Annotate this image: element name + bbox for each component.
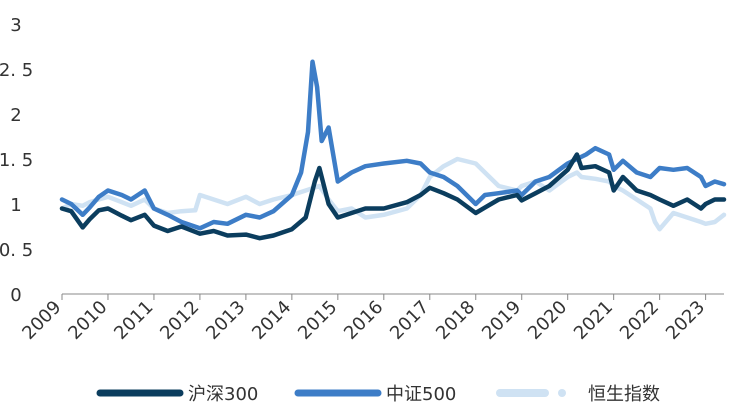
x-tick-label: 2016	[340, 297, 387, 344]
x-tick-label: 2020	[524, 297, 571, 344]
x-tick-label: 2013	[202, 297, 249, 344]
y-tick-label: 1. 5	[0, 150, 33, 171]
legend: 沪深300 中证500 恒生指数	[96, 384, 660, 405]
x-tick-label: 2017	[386, 297, 433, 344]
x-tick-label: 2011	[110, 297, 157, 344]
y-tick-label: 0. 5	[0, 240, 33, 261]
y-tick-label: 2. 5	[0, 60, 33, 81]
y-tick-label: 3	[10, 15, 21, 36]
x-tick-label: 2014	[248, 297, 295, 344]
x-axis-ticks: 2009201020112012201320142015201620172018…	[18, 294, 709, 344]
x-tick-label: 2019	[478, 297, 525, 344]
x-tick-label: 2012	[156, 297, 203, 344]
series-line-1	[59, 59, 727, 231]
x-tick-label: 2018	[432, 297, 479, 344]
x-tick-label: 2010	[64, 297, 111, 344]
legend-label: 恒生指数	[588, 384, 660, 405]
y-tick-label: 0	[10, 285, 21, 306]
x-tick-label: 2023	[662, 297, 709, 344]
y-axis-ticks: 0 0. 5 1 1. 5 2 2. 5 3	[0, 15, 33, 306]
x-tick-label: 2009	[18, 297, 65, 344]
series-line-0	[59, 152, 727, 241]
legend-label: 中证500	[386, 384, 456, 405]
y-tick-label: 1	[10, 195, 21, 216]
y-tick-label: 2	[10, 105, 21, 126]
legend-label: 沪深300	[188, 384, 258, 405]
series-layer	[59, 59, 727, 241]
x-tick-label: 2015	[294, 297, 341, 344]
x-tick-label: 2022	[616, 297, 663, 344]
x-tick-label: 2021	[570, 297, 617, 344]
legend-swatch-dot	[558, 389, 566, 397]
series-line-2	[59, 156, 727, 232]
